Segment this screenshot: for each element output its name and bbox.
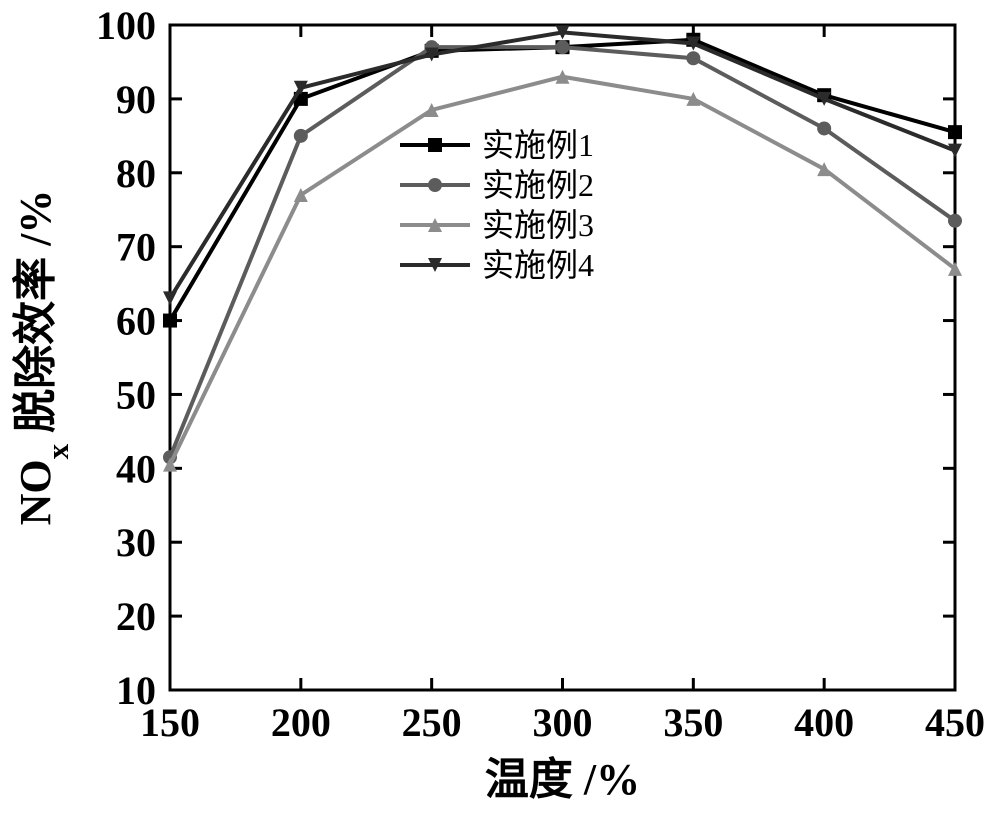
series-marker-ex2: [686, 51, 700, 65]
nox-efficiency-chart: 1502002503003504004501020304050607080901…: [0, 0, 1000, 813]
y-tick-label: 10: [116, 668, 156, 713]
y-tick-label: 60: [116, 299, 156, 344]
x-tick-label: 450: [925, 700, 985, 745]
x-tick-label: 250: [402, 700, 462, 745]
x-axis-label: 温度 /%: [485, 755, 640, 804]
y-tick-label: 70: [116, 225, 156, 270]
legend-marker: [428, 178, 442, 192]
y-tick-label: 50: [116, 372, 156, 417]
legend-label-ex2: 实施例2: [482, 167, 594, 203]
y-tick-label: 40: [116, 446, 156, 491]
x-tick-label: 300: [533, 700, 593, 745]
series-marker-ex1: [163, 314, 177, 328]
y-tick-label: 20: [116, 594, 156, 639]
x-tick-label: 200: [271, 700, 331, 745]
legend-label-ex1: 实施例1: [482, 127, 594, 163]
legend-label-ex4: 实施例4: [482, 247, 594, 283]
y-tick-label: 100: [96, 3, 156, 48]
legend-marker: [428, 138, 442, 152]
series-marker-ex2: [556, 40, 570, 54]
y-tick-label: 30: [116, 520, 156, 565]
series-marker-ex1: [948, 125, 962, 139]
y-tick-label: 90: [116, 77, 156, 122]
series-marker-ex2: [817, 121, 831, 135]
x-tick-label: 350: [663, 700, 723, 745]
x-tick-label: 400: [794, 700, 854, 745]
series-marker-ex2: [294, 129, 308, 143]
legend-label-ex3: 实施例3: [482, 207, 594, 243]
series-marker-ex2: [948, 214, 962, 228]
y-tick-label: 80: [116, 151, 156, 196]
